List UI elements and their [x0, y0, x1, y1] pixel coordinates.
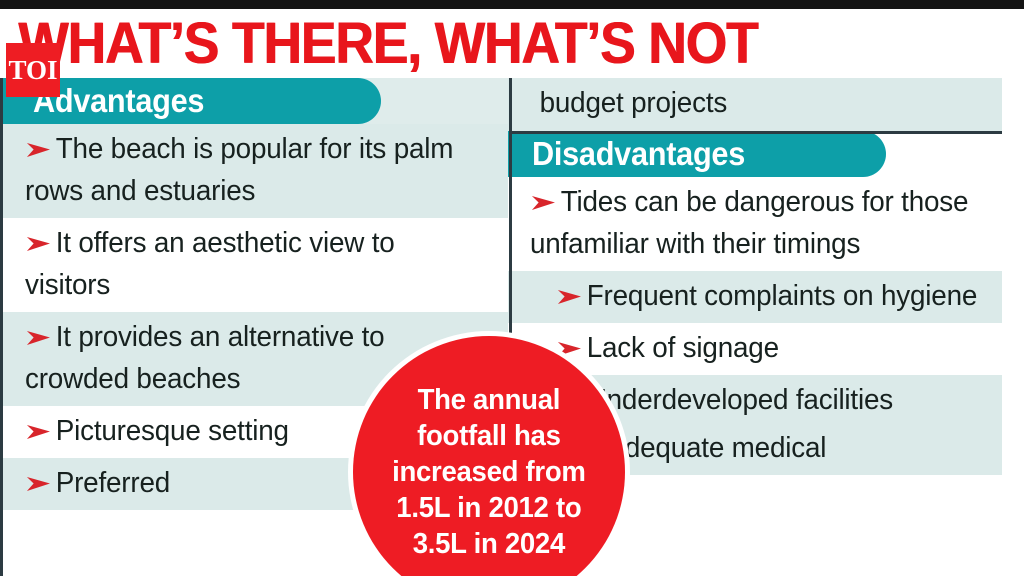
- red-arrow-bullet-icon: [25, 329, 54, 347]
- red-arrow-bullet-icon: [25, 475, 54, 493]
- list-item: Lack of signage: [508, 323, 1002, 375]
- disadvantage-text-4: Underdeveloped facilities: [556, 379, 977, 421]
- disadvantages-column: budget projects Disadvantages Tides can …: [508, 78, 1002, 576]
- list-item: The beach is popular for its palm rows a…: [3, 124, 508, 218]
- red-arrow-bullet-icon: [556, 340, 585, 358]
- red-arrow-bullet-icon: [25, 235, 54, 253]
- list-item: Tides can be dangerous for those unfamil…: [508, 177, 1002, 271]
- top-black-rule: [0, 0, 1024, 9]
- content-panel: Advantages The beach is popular for its …: [0, 78, 1002, 576]
- advantage-text-5: Preferred: [25, 462, 479, 504]
- red-arrow-bullet-icon: [530, 194, 559, 212]
- carryover-underline-rule: [509, 131, 1002, 134]
- red-arrow-bullet-icon: [25, 423, 54, 441]
- toi-logo: TOI: [6, 43, 60, 97]
- red-arrow-bullet-icon: [556, 288, 585, 306]
- disadvantage-text-1: Tides can be dangerous for those unfamil…: [530, 186, 969, 260]
- callout-line-3: increased from: [392, 456, 586, 488]
- advantages-heading-row: Advantages: [3, 78, 508, 124]
- list-item: Frequent complaints on hygiene: [508, 271, 1002, 323]
- page-title: WHAT’S THERE, WHAT’S NOT: [18, 11, 758, 76]
- disadvantages-pill: Disadvantages: [508, 131, 886, 177]
- carryover-line-row: budget projects: [508, 78, 1002, 131]
- list-item: It offers an aesthetic view to visitors: [3, 218, 508, 312]
- footfall-callout-circle: The annual footfall has increased from 1…: [353, 336, 625, 576]
- callout-line-5: 3.5L in 2024: [412, 528, 566, 560]
- toi-logo-text: TOI: [8, 54, 58, 85]
- headline-band: WHAT’S THERE, WHAT’S NOT: [0, 9, 1024, 78]
- right-gutter: [1002, 78, 1024, 576]
- advantages-column: Advantages The beach is popular for its …: [3, 78, 508, 576]
- advantage-text-3: It provides an alternative to crowded be…: [25, 321, 385, 395]
- advantage-text-4: Picturesque setting: [25, 410, 479, 452]
- column-divider: [509, 78, 512, 576]
- advantages-pill: Advantages: [3, 78, 381, 124]
- advantage-text-2: It offers an aesthetic view to visitors: [25, 227, 395, 301]
- callout-line-1: The annual: [417, 384, 561, 416]
- disadvantages-heading-label: Disadvantages: [532, 135, 746, 172]
- disadvantage-text-2: Frequent complaints on hygiene: [556, 275, 977, 317]
- disadvantages-heading-row: Disadvantages: [508, 131, 1002, 177]
- advantages-heading-label: Advantages: [33, 82, 205, 119]
- red-arrow-bullet-icon: [25, 141, 54, 159]
- callout-line-4: 1.5L in 2012 to: [396, 492, 582, 524]
- callout-line-2: footfall has: [417, 420, 561, 452]
- footfall-callout-text: The annual footfall has increased from 1…: [379, 382, 599, 562]
- disadvantage-text-3: Lack of signage: [556, 327, 977, 369]
- advantage-text-1: The beach is popular for its palm rows a…: [25, 133, 454, 207]
- carryover-text: budget projects: [539, 87, 728, 119]
